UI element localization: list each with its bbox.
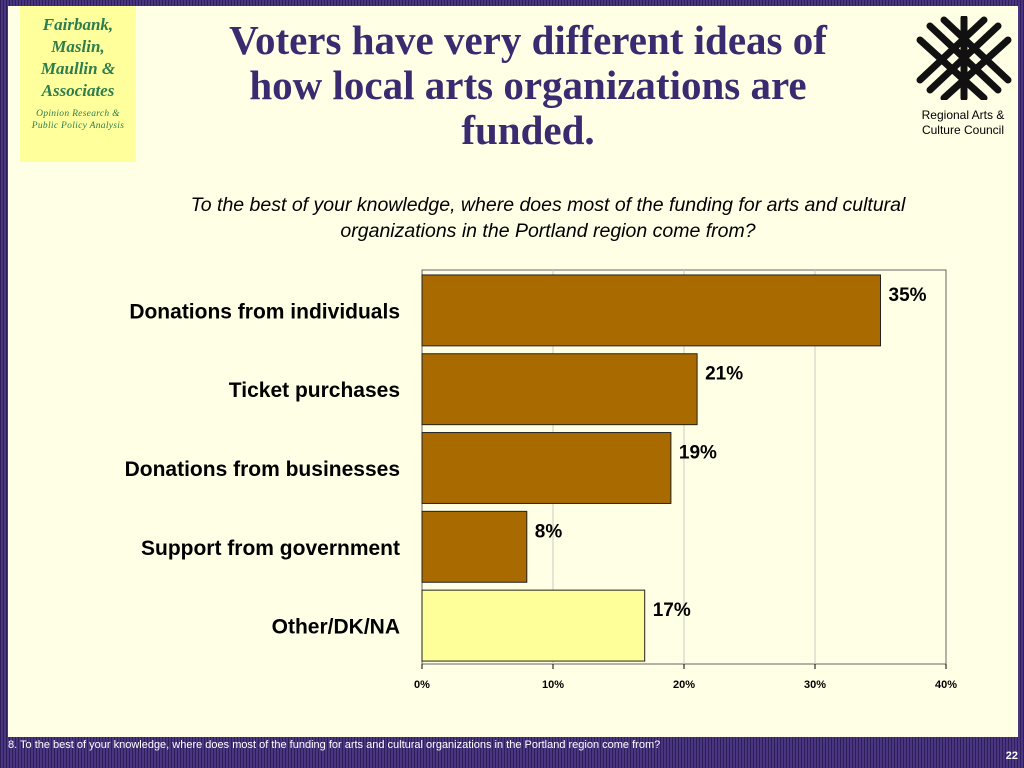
bar (421, 510, 528, 583)
x-tick-label: 40% (935, 679, 957, 691)
firm-tagline: Opinion Research & Public Policy Analysis (31, 109, 125, 131)
data-label: 35% (889, 285, 927, 306)
survey-question: To the best of your knowledge, where doe… (190, 194, 906, 242)
x-tick-label: 0% (414, 679, 430, 691)
client-name: Regional Arts & Culture Council (921, 108, 1005, 137)
data-label: 8% (535, 521, 563, 542)
footer-question: 8. To the best of your knowledge, where … (8, 739, 661, 751)
x-tick-label: 30% (804, 679, 826, 691)
category-label: Donations from businesses (125, 458, 400, 481)
bar (421, 274, 881, 347)
category-label: Other/DK/NA (272, 616, 400, 639)
bar (421, 353, 698, 426)
category-label: Donations from individuals (129, 300, 400, 323)
page-number: 22 (1005, 750, 1018, 762)
x-tick-label: 20% (673, 679, 695, 691)
firm-name: Fairbank, Maslin, Maullin & Associates (40, 15, 116, 100)
x-tick-label: 10% (542, 679, 564, 691)
slide-title: Voters have very different ideas of how … (229, 17, 827, 153)
bar (421, 432, 672, 504)
data-label: 17% (653, 600, 691, 621)
data-label: 21% (705, 364, 743, 385)
rac-knot-logo-icon (916, 16, 1012, 100)
data-label: 19% (679, 443, 717, 464)
category-label: Support from government (141, 537, 400, 560)
firm-logo: Fairbank, Maslin, Maullin & Associates Opin… (20, 6, 136, 162)
category-label: Ticket purchases (229, 379, 400, 402)
bar (421, 589, 646, 662)
